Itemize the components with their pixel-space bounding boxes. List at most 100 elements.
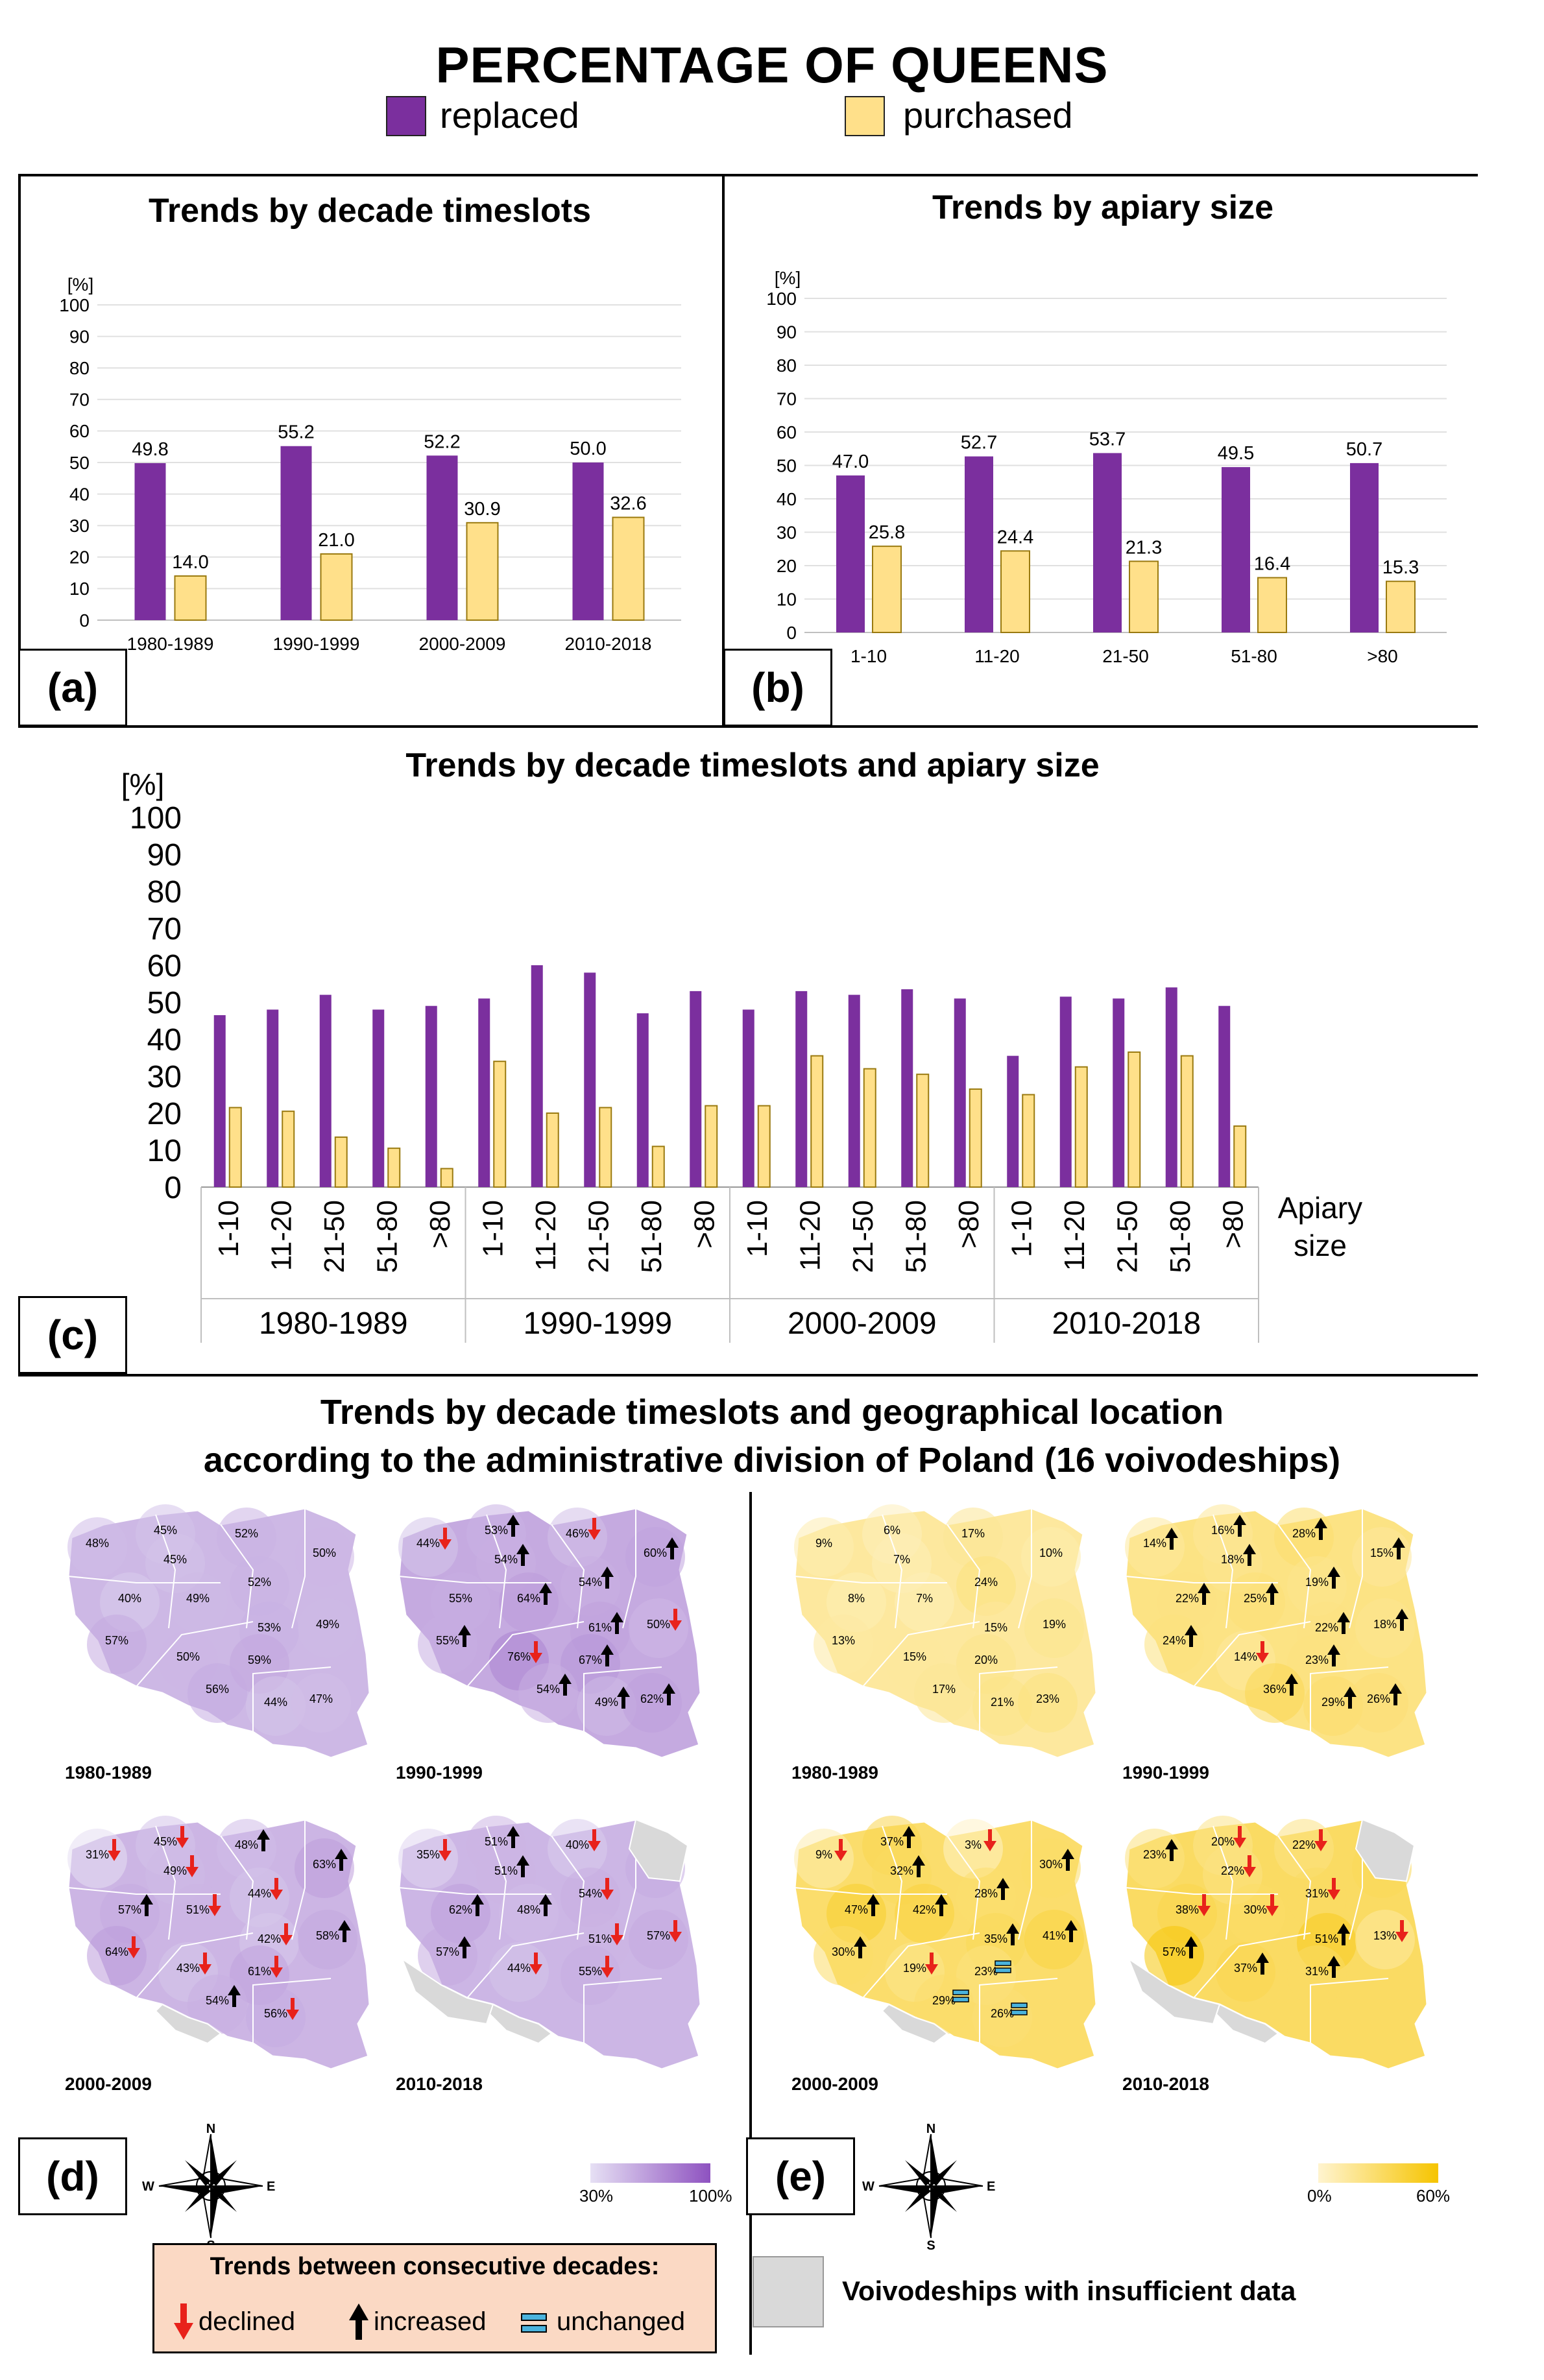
region-value: 35% xyxy=(984,1932,1007,1945)
voivodeship-border xyxy=(486,1825,507,1940)
region-value: 53% xyxy=(258,1621,281,1634)
bar-replaced xyxy=(134,463,166,620)
arrow-down-icon xyxy=(605,1878,609,1891)
region-value: 29% xyxy=(932,1994,956,2007)
bar-replaced xyxy=(636,1013,649,1187)
voivodeship-border xyxy=(155,1514,176,1629)
arrow-up-icon xyxy=(1285,1674,1298,1684)
map-period-label: 2010-2018 xyxy=(1122,2074,1209,2094)
region-value: 16% xyxy=(1211,1524,1235,1537)
bar-replaced xyxy=(372,1009,385,1187)
y-tick-label: 50 xyxy=(69,453,90,473)
arrow-up-icon xyxy=(1344,1687,1357,1697)
y-tick-label: 70 xyxy=(69,390,90,410)
data-label: 47.0 xyxy=(832,451,869,472)
x-tick-label: 51-80 xyxy=(1164,1200,1196,1273)
equal-icon xyxy=(995,1967,1011,1973)
arrow-up-icon xyxy=(1393,1692,1397,1705)
scale-high-purchased: 60% xyxy=(1416,2186,1451,2206)
group-label: 1990-1999 xyxy=(523,1306,672,1341)
region-value: 20% xyxy=(974,1653,998,1666)
bar-purchased xyxy=(1257,577,1287,634)
arrow-up-icon xyxy=(1248,1553,1251,1566)
arrow-down-icon xyxy=(270,1967,283,1978)
x-axis-label: size xyxy=(1294,1229,1347,1262)
region-value: 55% xyxy=(579,1965,602,1978)
y-tick-label: 100 xyxy=(59,295,90,315)
region-value: 54% xyxy=(537,1683,560,1696)
arrow-up-icon xyxy=(867,1894,880,1905)
arrow-up-icon xyxy=(1185,1936,1198,1947)
x-tick-label: 1-10 xyxy=(742,1200,773,1257)
arrow-up-icon xyxy=(338,1920,351,1930)
arrow-up-icon xyxy=(996,1878,1009,1888)
scale-low-purchased: 0% xyxy=(1307,2186,1332,2206)
bar-replaced xyxy=(478,998,490,1187)
region-value: 56% xyxy=(206,1683,229,1696)
region-value: 56% xyxy=(264,2007,287,2020)
region-value: 23% xyxy=(1305,1653,1329,1666)
bar-purchased xyxy=(440,1168,453,1188)
x-tick-label: 1-10 xyxy=(850,646,887,665)
bar-purchased xyxy=(334,1136,348,1188)
region-value: 48% xyxy=(86,1537,109,1550)
bar-replaced xyxy=(1222,467,1250,632)
arrow-down-icon xyxy=(1243,1867,1256,1877)
bar-replaced xyxy=(901,989,913,1187)
y-tick-label: 40 xyxy=(147,1023,182,1057)
region-value: 54% xyxy=(206,1994,229,2007)
region-shade xyxy=(914,1975,974,2034)
voivodeship-border xyxy=(622,1508,636,1629)
arrow-down-icon xyxy=(839,1839,843,1852)
arrow-down-icon xyxy=(108,1851,121,1861)
region-value: 50% xyxy=(176,1650,200,1663)
compass-w: W xyxy=(142,2180,154,2194)
voivodeship-border xyxy=(583,1978,662,2043)
arrow-down-icon xyxy=(1270,1894,1274,1907)
arrow-up-icon xyxy=(511,1524,515,1537)
region-value: 10% xyxy=(1039,1546,1063,1559)
arrow-up-icon xyxy=(1327,1956,1340,1966)
region-shade xyxy=(246,1676,306,1736)
arrow-up-icon xyxy=(601,1567,614,1577)
arrow-down-icon xyxy=(180,1826,184,1839)
arrow-up-icon xyxy=(1170,1537,1174,1550)
insufficient-region xyxy=(1127,1957,1221,2025)
region-value: 23% xyxy=(974,1965,998,1978)
voivodeship-border xyxy=(979,1978,1058,2043)
region-value: 18% xyxy=(1221,1553,1244,1566)
bar-purchased xyxy=(612,516,645,621)
equal-icon xyxy=(952,1989,969,1995)
region-value: 37% xyxy=(1234,1962,1257,1975)
bar-purchased xyxy=(651,1146,665,1188)
arrow-down-icon xyxy=(443,1839,447,1852)
data-label: 53.7 xyxy=(1089,429,1126,450)
equal-icon xyxy=(1011,2002,1028,2008)
scale-low-replaced: 30% xyxy=(579,2186,614,2206)
arrow-down-icon xyxy=(213,1894,217,1907)
x-tick-label: 21-50 xyxy=(583,1200,614,1273)
y-tick-label: 90 xyxy=(69,326,90,346)
region-value: 45% xyxy=(154,1835,177,1848)
arrow-up-icon xyxy=(662,1683,675,1694)
arrow-up-icon xyxy=(232,1994,236,2007)
arrow-up-icon xyxy=(1392,1537,1405,1548)
chart-c-title: Trends by decade timeslots and apiary si… xyxy=(405,747,1100,784)
arrow-down-icon xyxy=(199,1964,211,1975)
x-tick-label: 1990-1999 xyxy=(273,634,360,654)
region-shade xyxy=(87,1615,147,1674)
arrow-down-icon xyxy=(534,1641,538,1654)
arrow-up-icon xyxy=(939,1903,943,1916)
chart-b-title: Trends by apiary size xyxy=(932,189,1274,226)
map-period-label: 1990-1999 xyxy=(1122,1762,1209,1783)
divider-left-top xyxy=(18,174,21,727)
bar-replaced xyxy=(531,965,543,1187)
data-label: 24.4 xyxy=(997,527,1033,547)
maps-title-line1: Trends by decade timeslots and geographi… xyxy=(320,1393,1224,1432)
bar-replaced xyxy=(848,994,860,1187)
bar-replaced xyxy=(965,456,993,632)
map-period-label: 1980-1989 xyxy=(791,1762,878,1783)
voivodeship-border xyxy=(291,1508,306,1629)
arrow-up-icon xyxy=(601,1644,614,1655)
maps-title-line2: according to the administrative division… xyxy=(203,1441,1341,1480)
